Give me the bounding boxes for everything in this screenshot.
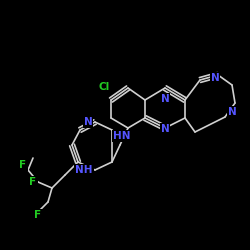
Text: NH: NH (75, 165, 93, 175)
Text: F: F (34, 210, 42, 220)
Text: N: N (160, 94, 170, 104)
Text: F: F (30, 177, 36, 187)
Text: Cl: Cl (98, 82, 110, 92)
Text: N: N (228, 107, 236, 117)
Text: N: N (210, 73, 220, 83)
Text: N: N (160, 124, 170, 134)
Text: F: F (20, 160, 26, 170)
Text: N: N (84, 117, 92, 127)
Text: HN: HN (113, 131, 131, 141)
